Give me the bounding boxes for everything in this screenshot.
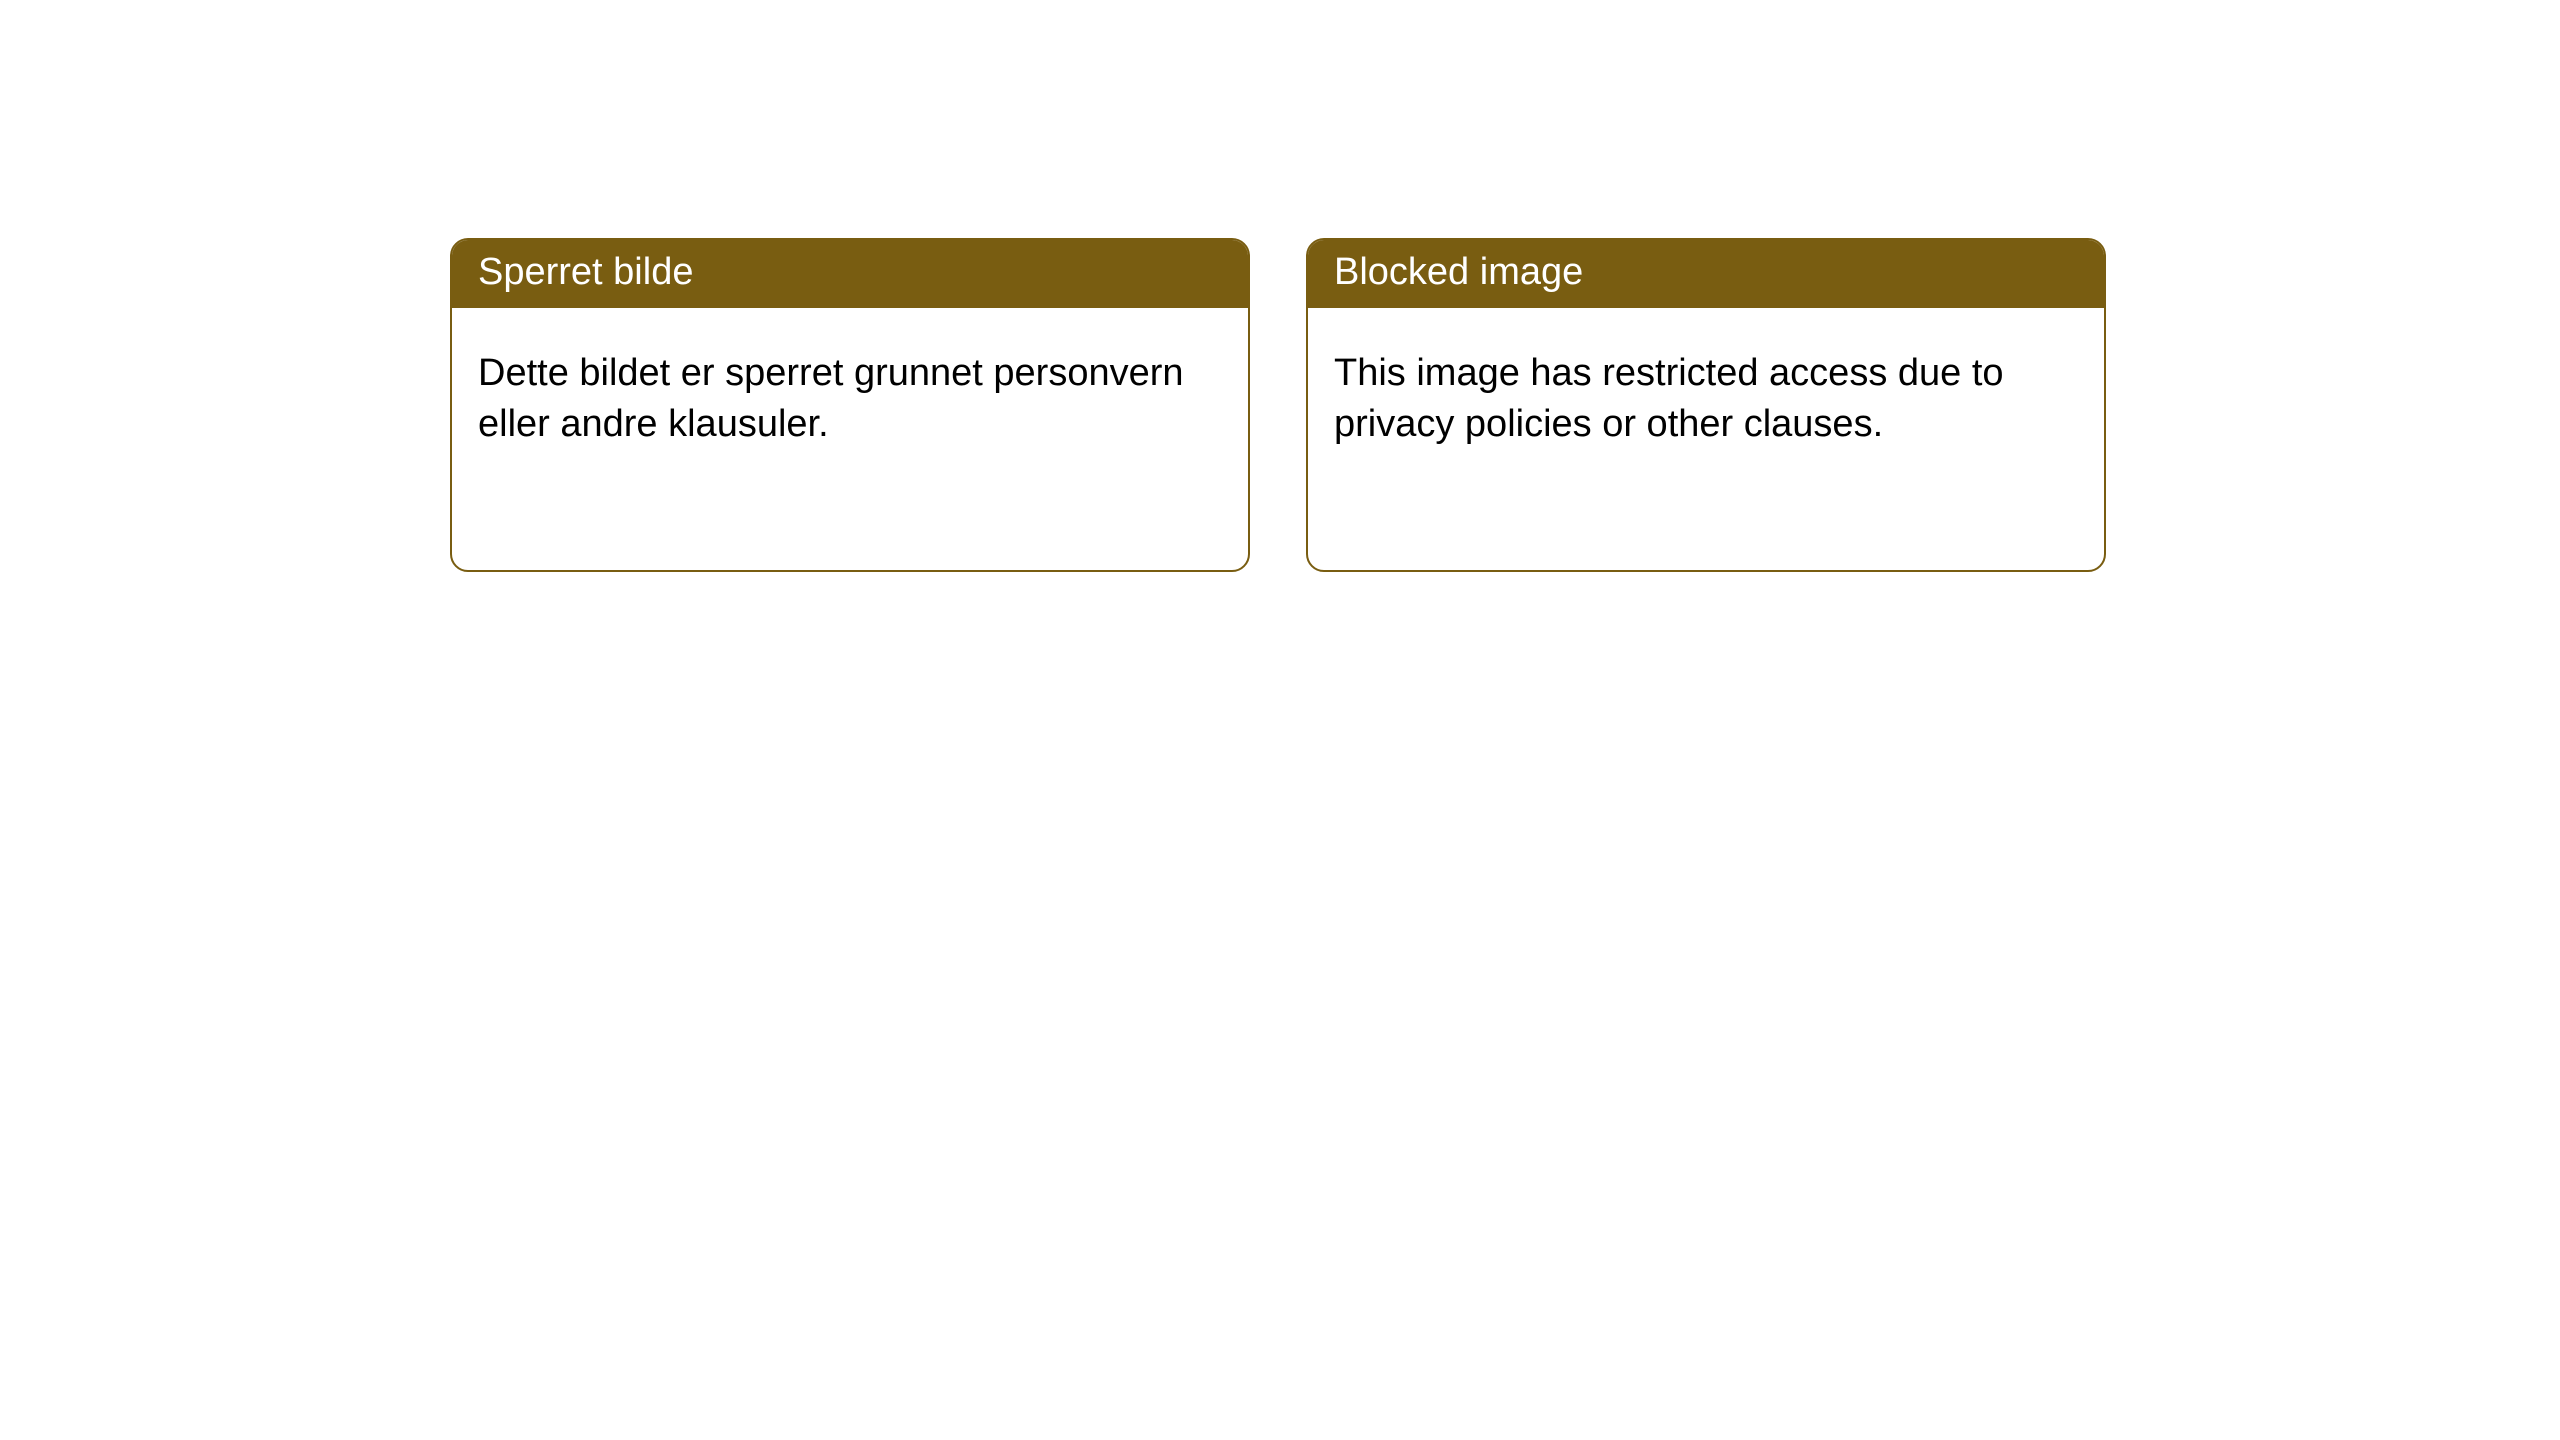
card-message-no: Dette bildet er sperret grunnet personve…	[478, 352, 1184, 445]
card-message-en: This image has restricted access due to …	[1334, 352, 2004, 445]
card-body-en: This image has restricted access due to …	[1308, 308, 2104, 477]
blocked-image-card-en: Blocked image This image has restricted …	[1306, 238, 2106, 572]
card-header-no: Sperret bilde	[452, 240, 1248, 308]
notice-container: Sperret bilde Dette bildet er sperret gr…	[0, 0, 2560, 572]
card-body-no: Dette bildet er sperret grunnet personve…	[452, 308, 1248, 477]
card-title-no: Sperret bilde	[478, 251, 693, 293]
blocked-image-card-no: Sperret bilde Dette bildet er sperret gr…	[450, 238, 1250, 572]
card-header-en: Blocked image	[1308, 240, 2104, 308]
card-title-en: Blocked image	[1334, 251, 1583, 293]
